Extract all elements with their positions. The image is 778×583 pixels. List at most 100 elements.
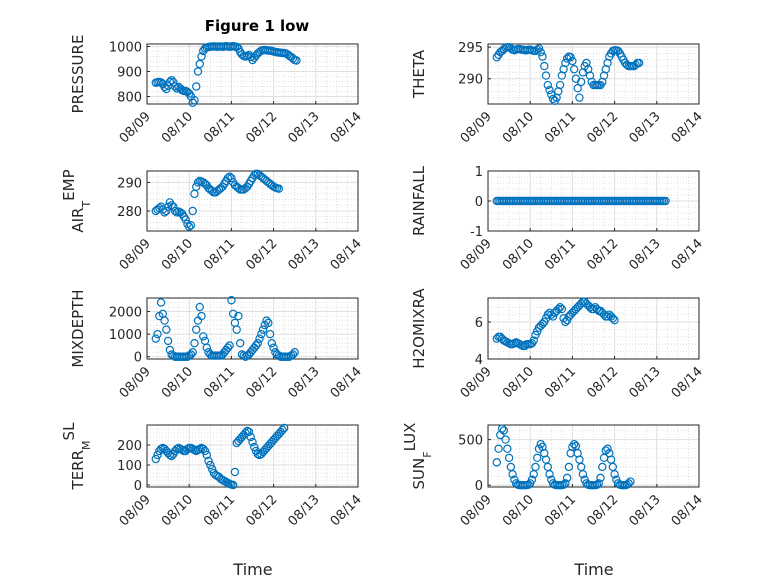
x-tick-label: 08/11 <box>542 109 579 146</box>
data-point <box>239 351 248 360</box>
x-tick-label: 08/09 <box>117 236 154 273</box>
x-tick-label: 08/14 <box>328 109 365 146</box>
x-tick-label: 08/13 <box>286 364 323 401</box>
data-point <box>561 479 570 488</box>
y-axis-label: SUNFLUX <box>401 423 434 490</box>
data-point <box>186 221 196 230</box>
data-point <box>635 58 644 68</box>
data-point <box>288 350 298 359</box>
y-tick-label: 0 <box>134 479 142 494</box>
minor-grid <box>487 425 699 487</box>
data-point <box>562 54 572 63</box>
y-tick-label: 295 <box>458 41 483 56</box>
y-tick-label: 6 <box>475 316 483 331</box>
x-tick-label: 08/13 <box>627 492 664 529</box>
data-point <box>246 432 255 442</box>
data-point <box>492 458 501 467</box>
data-point <box>230 467 240 477</box>
data-point <box>566 53 575 62</box>
series-markers <box>492 424 635 490</box>
data-point <box>244 427 254 437</box>
data-point <box>228 309 238 319</box>
data-point <box>156 444 166 454</box>
data-point <box>190 189 199 199</box>
data-point <box>223 173 233 183</box>
x-axis-label-right: Time <box>573 560 613 579</box>
y-tick-label: -1 <box>470 225 483 240</box>
axes-box <box>146 43 359 105</box>
data-point <box>225 341 234 350</box>
data-point <box>603 444 612 453</box>
data-point <box>197 311 206 321</box>
data-point <box>169 78 178 87</box>
x-tick-label: 08/09 <box>458 236 495 273</box>
data-point <box>192 82 201 91</box>
data-point <box>501 435 510 444</box>
data-point <box>153 450 162 460</box>
data-point <box>223 343 233 352</box>
data-point <box>562 473 572 483</box>
data-point <box>264 318 273 328</box>
y-tick-label: 0 <box>475 479 483 494</box>
y-axis-label: PRESSURE <box>69 35 87 114</box>
data-point <box>543 80 552 90</box>
x-axis-label-left: Time <box>232 560 272 579</box>
data-point <box>554 304 563 314</box>
data-point <box>200 336 210 346</box>
data-point <box>255 334 264 343</box>
data-point <box>564 462 574 472</box>
data-point <box>575 455 584 464</box>
data-point <box>190 96 199 105</box>
data-point <box>608 314 618 323</box>
data-point <box>160 82 169 92</box>
series-markers <box>492 196 670 206</box>
x-tick-label: 08/11 <box>542 236 579 273</box>
minor-grid <box>146 170 358 231</box>
data-point <box>290 348 299 357</box>
x-tick-label: 08/10 <box>159 236 196 273</box>
x-tick-label: 08/11 <box>201 492 238 529</box>
subplot-air-temp: 280 290 08/09 08/10 08/11 08/12 08/13 08/14 AIRT… <box>60 169 365 273</box>
data-point <box>610 470 619 479</box>
data-point <box>575 93 584 102</box>
y-tick-label: 2000 <box>109 306 142 321</box>
data-point <box>228 480 238 490</box>
data-point <box>192 325 201 334</box>
data-point <box>594 479 603 488</box>
data-point <box>569 439 579 449</box>
data-point <box>536 48 545 57</box>
series-markers <box>151 423 289 490</box>
data-point <box>541 71 551 80</box>
x-tick-label: 08/12 <box>584 492 621 529</box>
data-point <box>207 464 217 474</box>
data-point <box>232 325 241 334</box>
subplot-terr-msl: 0 100 200 08/09 08/10 08/11 08/12 08/13 08/14 TER… <box>60 422 365 529</box>
data-point <box>165 450 175 460</box>
y-axis-label: H2OMIXRA <box>410 288 428 369</box>
data-point <box>548 94 558 104</box>
data-point <box>578 470 588 479</box>
data-point <box>188 98 197 107</box>
x-tick-label: 08/09 <box>117 492 154 529</box>
data-point <box>262 316 271 325</box>
y-tick-label: 290 <box>117 176 142 191</box>
data-point <box>156 298 166 307</box>
x-tick-label: 08/14 <box>669 109 706 146</box>
x-tick-label: 08/13 <box>286 109 323 146</box>
data-point <box>206 460 215 470</box>
data-point <box>540 61 549 71</box>
subplot-pressure: 800 900 1000 08/09 08/10 08/11 08/12 08/13 08/14… <box>69 35 365 147</box>
series-markers <box>151 296 299 361</box>
data-point <box>202 450 211 460</box>
x-tick-label: 08/12 <box>584 236 621 273</box>
x-tick-label: 08/12 <box>584 364 621 401</box>
series-markers <box>151 42 301 107</box>
x-tick-label: 08/11 <box>201 364 238 401</box>
data-point <box>181 215 190 224</box>
data-point <box>508 470 517 479</box>
data-point <box>199 332 208 341</box>
x-tick-label: 08/13 <box>627 364 664 401</box>
data-point <box>598 462 607 472</box>
data-point <box>504 453 514 463</box>
